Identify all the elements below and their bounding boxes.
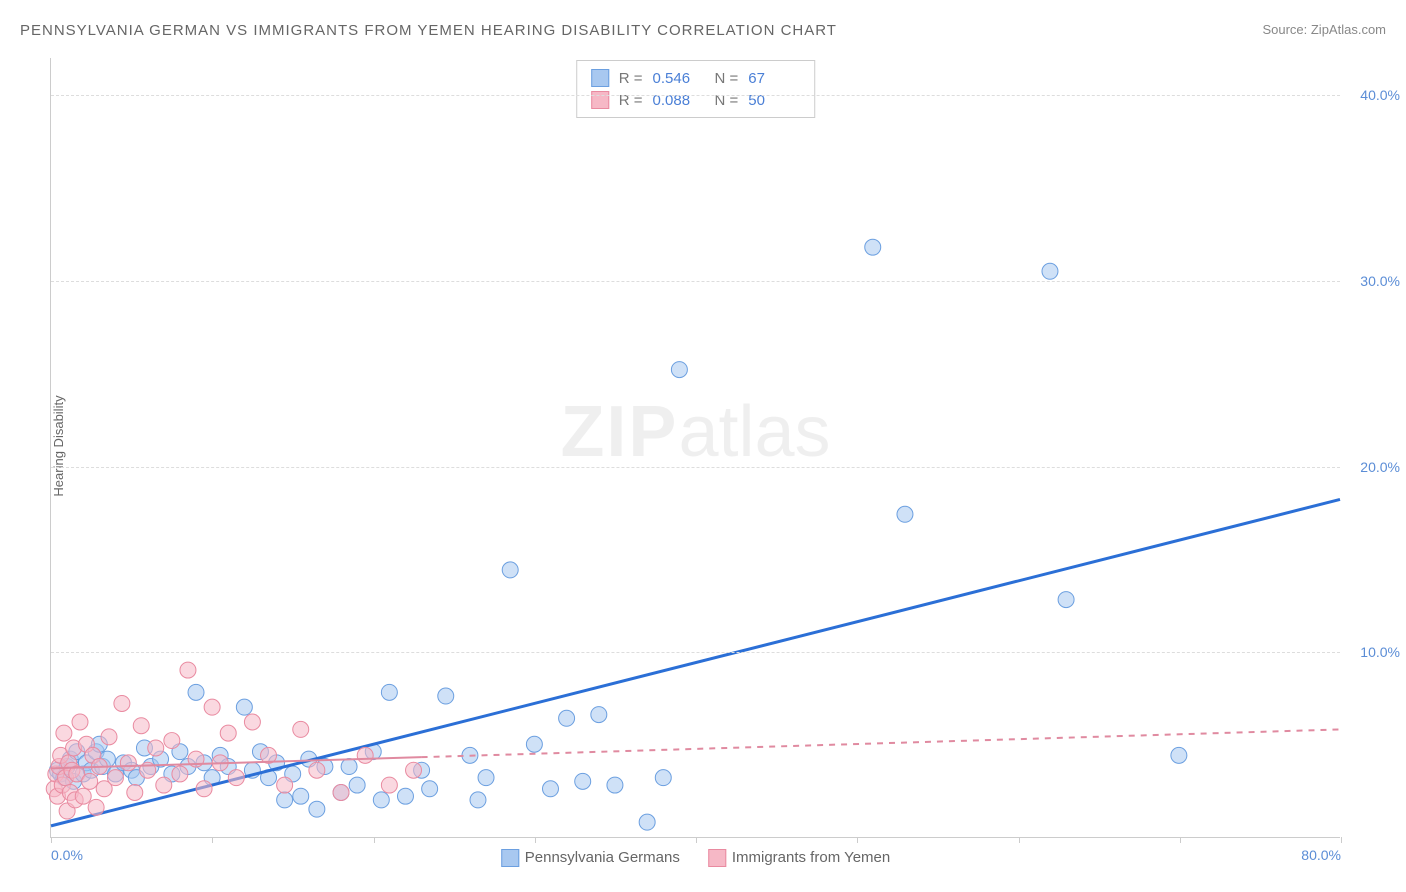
scatter-point bbox=[180, 662, 196, 678]
scatter-point bbox=[349, 777, 365, 793]
scatter-point bbox=[422, 781, 438, 797]
chart-title: PENNSYLVANIA GERMAN VS IMMIGRANTS FROM Y… bbox=[20, 22, 837, 39]
scatter-point bbox=[277, 792, 293, 808]
scatter-point bbox=[607, 777, 623, 793]
scatter-point bbox=[228, 770, 244, 786]
scatter-point bbox=[172, 766, 188, 782]
scatter-point bbox=[309, 801, 325, 817]
scatter-point bbox=[397, 788, 413, 804]
x-tick bbox=[535, 837, 536, 843]
x-tick-label-left: 0.0% bbox=[51, 847, 83, 863]
scatter-point bbox=[373, 792, 389, 808]
scatter-point bbox=[120, 755, 136, 771]
scatter-point bbox=[897, 506, 913, 522]
scatter-point bbox=[575, 773, 591, 789]
scatter-point bbox=[88, 799, 104, 815]
scatter-point bbox=[655, 770, 671, 786]
x-tick-label-right: 80.0% bbox=[1301, 847, 1341, 863]
scatter-point bbox=[591, 707, 607, 723]
scatter-point bbox=[357, 747, 373, 763]
scatter-point bbox=[196, 781, 212, 797]
scatter-point bbox=[526, 736, 542, 752]
y-tick-label: 20.0% bbox=[1360, 459, 1400, 475]
scatter-point bbox=[406, 762, 422, 778]
source-label: Source: ZipAtlas.com bbox=[1262, 22, 1386, 37]
scatter-point bbox=[639, 814, 655, 830]
gridline bbox=[51, 281, 1340, 282]
scatter-point bbox=[293, 788, 309, 804]
scatter-point bbox=[236, 699, 252, 715]
scatter-point bbox=[127, 784, 143, 800]
y-tick-label: 30.0% bbox=[1360, 273, 1400, 289]
scatter-point bbox=[75, 788, 91, 804]
scatter-point bbox=[204, 699, 220, 715]
x-tick bbox=[212, 837, 213, 843]
y-tick-label: 40.0% bbox=[1360, 87, 1400, 103]
scatter-point bbox=[101, 729, 117, 745]
series-legend: Pennsylvania Germans Immigrants from Yeme… bbox=[501, 849, 890, 867]
scatter-point bbox=[559, 710, 575, 726]
scatter-point bbox=[671, 362, 687, 378]
legend-swatch bbox=[708, 849, 726, 867]
scatter-point bbox=[82, 773, 98, 789]
scatter-point bbox=[381, 777, 397, 793]
series-legend-label: Pennsylvania Germans bbox=[525, 849, 680, 866]
scatter-point bbox=[542, 781, 558, 797]
scatter-point bbox=[148, 740, 164, 756]
plot-area: ZIPatlas R =0.546N =67R =0.088N =50 Penn… bbox=[50, 58, 1340, 838]
scatter-point bbox=[333, 784, 349, 800]
scatter-point bbox=[72, 714, 88, 730]
plot-svg bbox=[51, 58, 1340, 837]
gridline bbox=[51, 95, 1340, 96]
x-tick bbox=[1341, 837, 1342, 843]
scatter-point bbox=[114, 695, 130, 711]
x-tick bbox=[1019, 837, 1020, 843]
scatter-point bbox=[244, 714, 260, 730]
scatter-point bbox=[438, 688, 454, 704]
scatter-point bbox=[293, 721, 309, 737]
series-legend-label: Immigrants from Yemen bbox=[732, 849, 890, 866]
chart-container: PENNSYLVANIA GERMAN VS IMMIGRANTS FROM Y… bbox=[0, 0, 1406, 892]
legend-swatch bbox=[501, 849, 519, 867]
scatter-point bbox=[381, 684, 397, 700]
x-tick bbox=[696, 837, 697, 843]
series-legend-item: Pennsylvania Germans bbox=[501, 849, 680, 867]
y-tick-label: 10.0% bbox=[1360, 644, 1400, 660]
scatter-point bbox=[277, 777, 293, 793]
series-legend-item: Immigrants from Yemen bbox=[708, 849, 890, 867]
scatter-point bbox=[1171, 747, 1187, 763]
scatter-point bbox=[470, 792, 486, 808]
scatter-point bbox=[188, 684, 204, 700]
trend-line-dashed bbox=[422, 729, 1340, 757]
scatter-point bbox=[1058, 592, 1074, 608]
gridline bbox=[51, 467, 1340, 468]
scatter-point bbox=[478, 770, 494, 786]
scatter-point bbox=[309, 762, 325, 778]
scatter-point bbox=[164, 733, 180, 749]
scatter-point bbox=[865, 239, 881, 255]
gridline bbox=[51, 652, 1340, 653]
x-tick bbox=[1180, 837, 1181, 843]
scatter-point bbox=[133, 718, 149, 734]
scatter-point bbox=[56, 725, 72, 741]
scatter-point bbox=[220, 725, 236, 741]
scatter-point bbox=[156, 777, 172, 793]
x-tick bbox=[857, 837, 858, 843]
scatter-point bbox=[502, 562, 518, 578]
x-tick bbox=[374, 837, 375, 843]
scatter-point bbox=[1042, 263, 1058, 279]
x-tick bbox=[51, 837, 52, 843]
scatter-point bbox=[107, 770, 123, 786]
scatter-point bbox=[341, 759, 357, 775]
